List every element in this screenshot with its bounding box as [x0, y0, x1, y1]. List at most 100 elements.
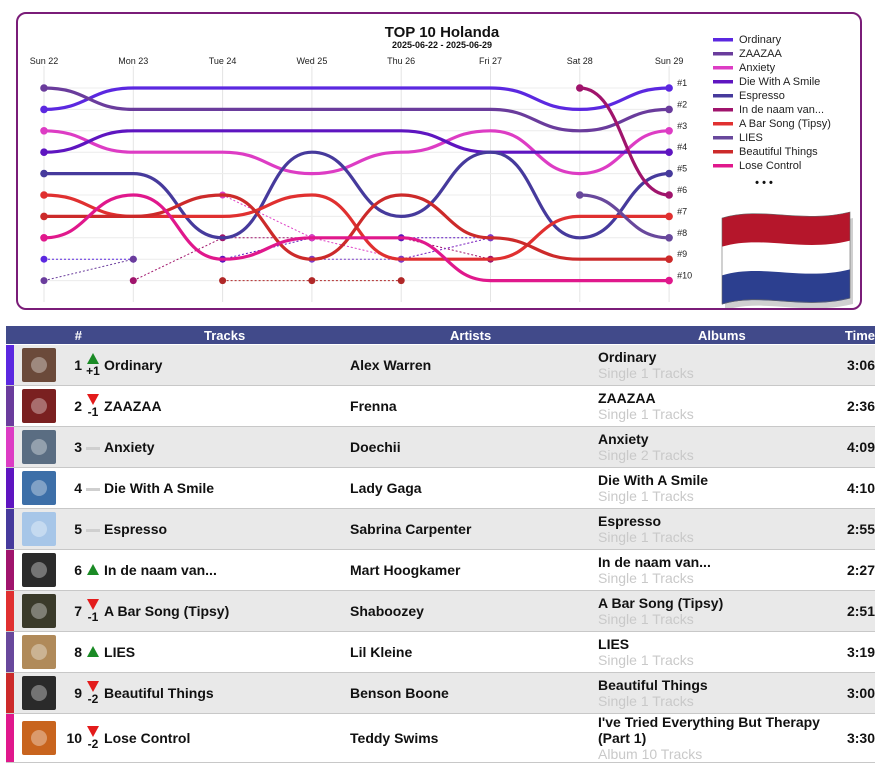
- album-cover[interactable]: [22, 594, 56, 628]
- rank-change: +1: [86, 364, 100, 378]
- series-point: [665, 148, 673, 156]
- rank-number: 1: [60, 344, 83, 386]
- series-point: [40, 148, 48, 156]
- artist-name[interactable]: Shaboozey: [350, 590, 599, 632]
- table-row[interactable]: 8 LIES Lil Kleine LIES Single 1 Tracks 3:19: [6, 631, 876, 673]
- rank-tick-label: #6: [677, 185, 687, 195]
- album-title: ZAAZAA: [598, 390, 656, 406]
- table-row[interactable]: 2 -1 ZAAZAA Frenna ZAAZAA Single 1 Tracks 2:36: [6, 385, 876, 427]
- album-cover[interactable]: [22, 676, 56, 710]
- album-cell[interactable]: Anxiety Single 2 Tracks: [598, 426, 831, 468]
- entry-dotted-line: [401, 237, 491, 260]
- rank-down-icon: [87, 394, 100, 405]
- series-point: [40, 191, 48, 199]
- artist-name[interactable]: Benson Boone: [350, 672, 599, 714]
- rank-same-icon: [86, 446, 101, 450]
- artist-name[interactable]: Doechii: [350, 426, 599, 468]
- album-cover[interactable]: [22, 348, 56, 382]
- row-color-bar: [6, 467, 14, 509]
- header-rank[interactable]: #: [6, 326, 83, 345]
- header-albums[interactable]: Albums: [598, 326, 831, 345]
- album-cover[interactable]: [22, 430, 56, 464]
- album-cover[interactable]: [22, 553, 56, 587]
- chart-subtitle: 2025-06-22 - 2025-06-29: [392, 40, 492, 50]
- table-row[interactable]: 3 Anxiety Doechii Anxiety Single 2 Tracks 4:0…: [6, 426, 876, 468]
- row-color-bar: [6, 549, 14, 591]
- album-cell[interactable]: Ordinary Single 1 Tracks: [598, 344, 831, 386]
- album-cell[interactable]: Espresso Single 1 Tracks: [598, 508, 831, 550]
- legend-entry: LIES: [739, 132, 763, 144]
- track-title[interactable]: LIES: [104, 631, 351, 673]
- rank-number: 4: [60, 467, 83, 509]
- album-cover[interactable]: [22, 471, 56, 505]
- track-title[interactable]: ZAAZAA: [104, 385, 351, 427]
- rank-same-icon: [86, 487, 101, 491]
- album-cell[interactable]: ZAAZAA Single 1 Tracks: [598, 385, 831, 427]
- track-duration: 4:09: [830, 426, 876, 468]
- album-title: LIES: [598, 636, 630, 652]
- album-cover[interactable]: [22, 389, 56, 423]
- rank-up-icon: [87, 353, 100, 364]
- entry-point: [219, 277, 227, 285]
- rank-up-icon: [87, 646, 100, 657]
- series-line: [42, 193, 671, 283]
- series-point: [40, 234, 48, 242]
- album-cover[interactable]: [22, 635, 56, 669]
- track-title[interactable]: Espresso: [104, 508, 351, 550]
- artist-name[interactable]: Mart Hoogkamer: [350, 549, 599, 591]
- header-tracks[interactable]: Tracks: [104, 326, 351, 345]
- artist-name[interactable]: Teddy Swims: [350, 713, 599, 763]
- album-subtitle: Single 1 Tracks: [598, 693, 694, 709]
- album-cell[interactable]: I've Tried Everything But Therapy (Part …: [598, 713, 831, 763]
- rank-tick-label: #7: [677, 206, 687, 216]
- table-row[interactable]: 9 -2 Beautiful Things Benson Boone Beautiful…: [6, 672, 876, 714]
- series-line: [578, 86, 671, 197]
- table-row[interactable]: 1 +1 Ordinary Alex Warren Ordinary Single 1 T…: [6, 344, 876, 386]
- rank-change: -1: [87, 405, 99, 419]
- track-duration: 2:55: [830, 508, 876, 550]
- table-row[interactable]: 7 -1 A Bar Song (Tipsy) Shaboozey A Bar Song…: [6, 590, 876, 632]
- artist-name[interactable]: Lady Gaga: [350, 467, 599, 509]
- artist-name[interactable]: Alex Warren: [350, 344, 599, 386]
- track-duration: 3:06: [830, 344, 876, 386]
- track-title[interactable]: Die With A Smile: [104, 467, 351, 509]
- album-cell[interactable]: Beautiful Things Single 1 Tracks: [598, 672, 831, 714]
- header-artists[interactable]: Artists: [350, 326, 599, 345]
- album-cell[interactable]: LIES Single 1 Tracks: [598, 631, 831, 673]
- legend-entry: Beautiful Things: [739, 146, 818, 158]
- track-title[interactable]: Beautiful Things: [104, 672, 351, 714]
- rank-tick-label: #5: [677, 164, 687, 174]
- legend-swatch: [713, 164, 733, 168]
- x-tick-label: Thu 26: [387, 56, 415, 66]
- header-time[interactable]: Time: [830, 326, 876, 345]
- album-cover[interactable]: [22, 512, 56, 546]
- album-cell[interactable]: Die With A Smile Single 1 Tracks: [598, 467, 831, 509]
- album-cell[interactable]: In de naam van... Single 1 Tracks: [598, 549, 831, 591]
- x-tick-label: Wed 25: [296, 56, 327, 66]
- track-duration: 3:00: [830, 672, 876, 714]
- track-title[interactable]: A Bar Song (Tipsy): [104, 590, 351, 632]
- series-line: [42, 86, 671, 133]
- rank-change-cell: [82, 508, 105, 550]
- x-tick-label: Sun 29: [655, 56, 684, 66]
- artist-name[interactable]: Frenna: [350, 385, 599, 427]
- track-title[interactable]: Lose Control: [104, 713, 351, 763]
- track-title[interactable]: Anxiety: [104, 426, 351, 468]
- table-row[interactable]: 10 -2 Lose Control Teddy Swims I've Tried Ev…: [6, 713, 876, 763]
- table-row[interactable]: 6 In de naam van... Mart Hoogkamer In de na…: [6, 549, 876, 591]
- album-cell[interactable]: A Bar Song (Tipsy) Single 1 Tracks: [598, 590, 831, 632]
- rank-tick-label: #3: [677, 121, 687, 131]
- artist-name[interactable]: Lil Kleine: [350, 631, 599, 673]
- cover-cell: [14, 631, 60, 673]
- track-title[interactable]: Ordinary: [104, 344, 351, 386]
- artist-name[interactable]: Sabrina Carpenter: [350, 508, 599, 550]
- rank-chart: Sun 22 Mon 23 Tue 24 Wed 25 Thu 26 Fri 27 Sat …: [30, 24, 853, 308]
- album-cover[interactable]: [22, 721, 56, 755]
- table-row[interactable]: 5 Espresso Sabrina Carpenter Espresso Single…: [6, 508, 876, 550]
- series-point: [665, 276, 673, 285]
- track-title[interactable]: In de naam van...: [104, 549, 351, 591]
- rank-change-cell: -1: [82, 590, 105, 632]
- entry-point: [40, 277, 48, 285]
- table-row[interactable]: 4 Die With A Smile Lady Gaga Die With A Smi…: [6, 467, 876, 509]
- rank-change: -1: [87, 610, 99, 624]
